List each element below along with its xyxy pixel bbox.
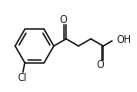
Text: O: O: [97, 60, 104, 70]
Text: Cl: Cl: [17, 73, 27, 83]
Text: O: O: [60, 15, 67, 25]
Text: OH: OH: [117, 35, 132, 45]
